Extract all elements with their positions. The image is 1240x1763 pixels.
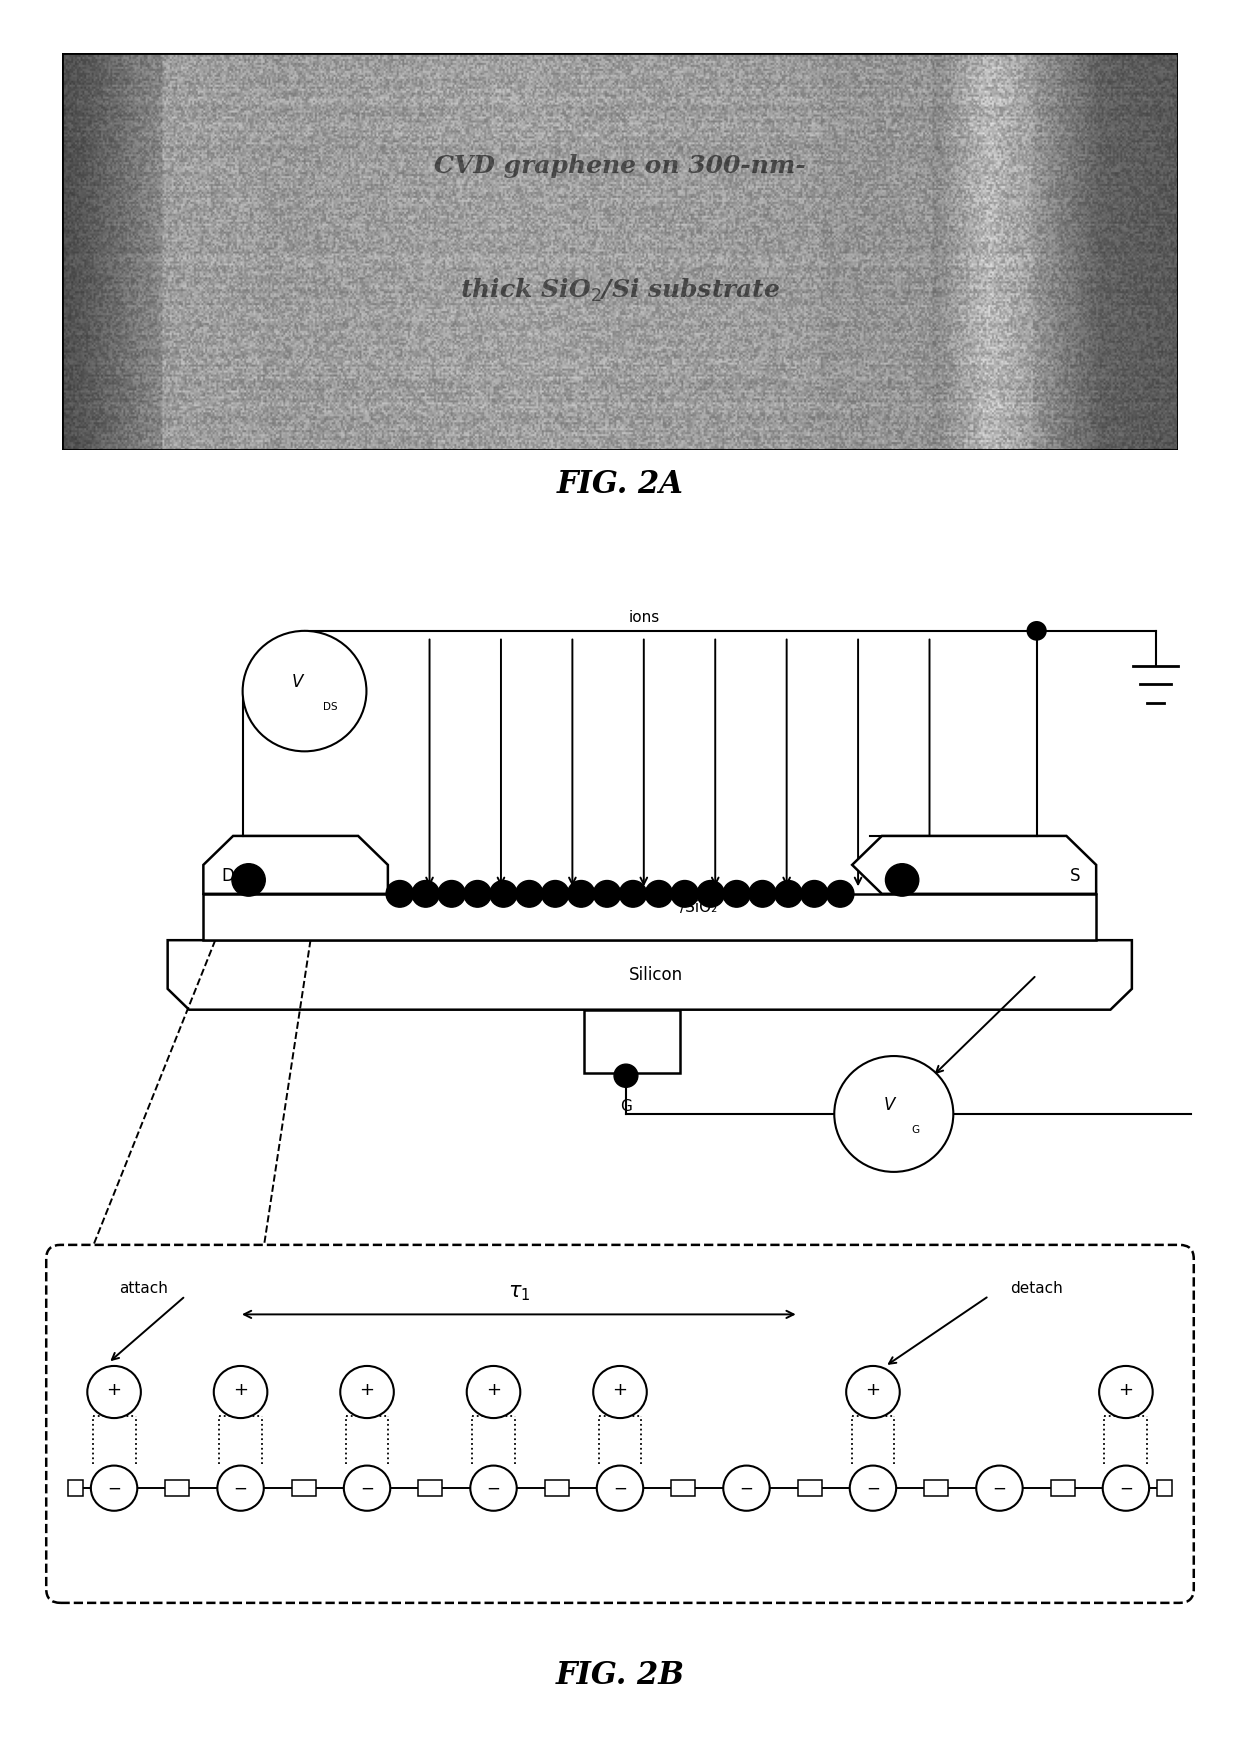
- Text: D: D: [221, 867, 234, 885]
- Bar: [924, 1481, 949, 1497]
- Text: −: −: [992, 1479, 1007, 1497]
- Circle shape: [91, 1465, 138, 1511]
- Circle shape: [849, 1465, 897, 1511]
- Bar: [1157, 1481, 1172, 1497]
- Text: −: −: [107, 1479, 122, 1497]
- Text: detach: detach: [1011, 1282, 1063, 1296]
- Text: −: −: [739, 1479, 754, 1497]
- Circle shape: [568, 880, 595, 908]
- Text: +: +: [486, 1380, 501, 1398]
- Text: +: +: [613, 1380, 627, 1398]
- Circle shape: [594, 880, 621, 908]
- Bar: [544, 1481, 569, 1497]
- Circle shape: [697, 880, 724, 908]
- Circle shape: [386, 880, 413, 908]
- Circle shape: [723, 1465, 770, 1511]
- Circle shape: [412, 880, 439, 908]
- Circle shape: [835, 1056, 954, 1172]
- Bar: [291, 1481, 316, 1497]
- Circle shape: [438, 880, 465, 908]
- Text: ions: ions: [629, 610, 660, 626]
- Circle shape: [645, 880, 672, 908]
- Bar: [165, 1481, 190, 1497]
- Text: −: −: [613, 1479, 627, 1497]
- Bar: [671, 1481, 696, 1497]
- Text: −: −: [486, 1479, 501, 1497]
- Circle shape: [243, 631, 367, 751]
- Text: +: +: [866, 1380, 880, 1398]
- Bar: [797, 1481, 822, 1497]
- Circle shape: [775, 880, 802, 908]
- Circle shape: [619, 880, 646, 908]
- FancyBboxPatch shape: [46, 1245, 1194, 1603]
- Circle shape: [217, 1465, 264, 1511]
- Bar: [584, 1010, 680, 1074]
- Text: +: +: [360, 1380, 374, 1398]
- Text: −: −: [233, 1479, 248, 1497]
- Text: V: V: [291, 673, 303, 691]
- Circle shape: [1027, 621, 1047, 640]
- Circle shape: [749, 880, 776, 908]
- Text: +: +: [107, 1380, 122, 1398]
- Text: −: −: [360, 1479, 374, 1497]
- Circle shape: [466, 1366, 521, 1417]
- Circle shape: [1102, 1465, 1149, 1511]
- Circle shape: [87, 1366, 141, 1417]
- Text: CVD graphene on 300-nm-: CVD graphene on 300-nm-: [434, 153, 806, 178]
- Circle shape: [846, 1366, 900, 1417]
- Text: −: −: [1118, 1479, 1133, 1497]
- Circle shape: [723, 880, 750, 908]
- Text: attach: attach: [119, 1282, 169, 1296]
- Text: G: G: [620, 1098, 632, 1114]
- Text: Silicon: Silicon: [629, 966, 683, 984]
- Circle shape: [490, 880, 517, 908]
- Text: FIG. 2B: FIG. 2B: [556, 1661, 684, 1691]
- Text: $\tau_1$: $\tau_1$: [507, 1283, 529, 1303]
- Circle shape: [516, 880, 543, 908]
- Circle shape: [801, 880, 828, 908]
- Circle shape: [885, 864, 919, 896]
- Circle shape: [596, 1465, 644, 1511]
- Text: /SiO₂: /SiO₂: [680, 901, 717, 915]
- Circle shape: [593, 1366, 647, 1417]
- Text: G: G: [911, 1125, 919, 1135]
- Circle shape: [827, 880, 854, 908]
- Circle shape: [340, 1366, 394, 1417]
- Circle shape: [213, 1366, 268, 1417]
- Bar: [1050, 1481, 1075, 1497]
- Circle shape: [232, 864, 265, 896]
- Bar: [203, 894, 1096, 940]
- Circle shape: [542, 880, 569, 908]
- Text: DS: DS: [324, 702, 339, 712]
- Text: thick SiO$_2$/Si substrate: thick SiO$_2$/Si substrate: [460, 277, 780, 305]
- Text: V: V: [883, 1095, 895, 1114]
- Polygon shape: [167, 940, 1132, 1010]
- Circle shape: [470, 1465, 517, 1511]
- Circle shape: [343, 1465, 391, 1511]
- Text: +: +: [233, 1380, 248, 1398]
- Circle shape: [1099, 1366, 1153, 1417]
- Circle shape: [614, 1065, 637, 1088]
- Text: S: S: [1070, 867, 1080, 885]
- Circle shape: [464, 880, 491, 908]
- Text: −: −: [866, 1479, 880, 1497]
- Bar: [418, 1481, 443, 1497]
- Polygon shape: [203, 836, 388, 894]
- Text: FIG. 2A: FIG. 2A: [557, 469, 683, 501]
- Circle shape: [976, 1465, 1023, 1511]
- Polygon shape: [852, 836, 1096, 894]
- Bar: [68, 1481, 83, 1497]
- Circle shape: [671, 880, 698, 908]
- Text: +: +: [1118, 1380, 1133, 1398]
